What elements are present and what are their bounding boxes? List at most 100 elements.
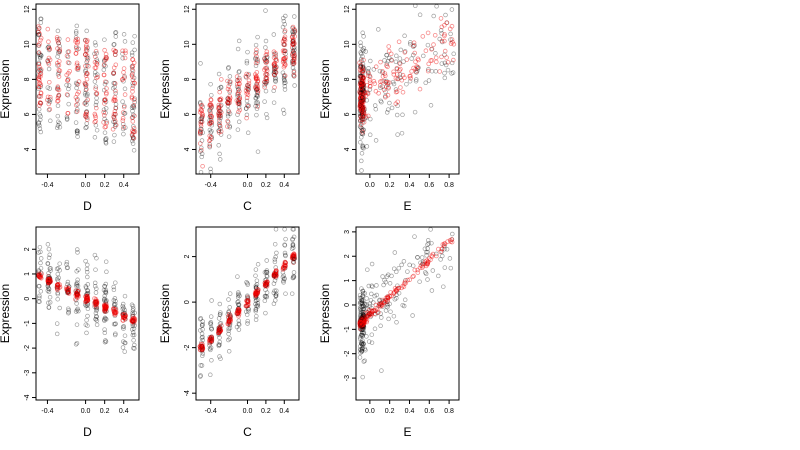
- observed-point: [74, 307, 80, 313]
- observed-point: [273, 275, 279, 280]
- fitted-point: [199, 147, 204, 153]
- observed-point: [244, 112, 250, 118]
- observed-point: [397, 60, 402, 66]
- fitted-point: [357, 326, 363, 332]
- observed-point: [283, 260, 288, 265]
- fitted-point: [200, 113, 205, 119]
- observed-point: [199, 119, 205, 124]
- observed-point: [65, 54, 71, 60]
- observed-point: [226, 318, 232, 323]
- observed-point: [264, 55, 270, 61]
- observed-point: [379, 368, 384, 373]
- observed-point: [360, 120, 365, 125]
- observed-point: [130, 321, 135, 327]
- observed-point: [82, 91, 88, 96]
- fitted-point: [55, 282, 60, 288]
- observed-point: [217, 157, 223, 162]
- fitted-point: [392, 285, 398, 291]
- fitted-point: [226, 97, 232, 103]
- fitted-point: [130, 57, 135, 62]
- fitted-point: [360, 98, 366, 104]
- observed-point: [216, 71, 222, 77]
- observed-point: [236, 38, 242, 44]
- fitted-point: [48, 279, 53, 285]
- observed-point: [37, 283, 42, 289]
- observed-point: [102, 283, 107, 289]
- fitted-point: [236, 307, 242, 313]
- observed-point: [76, 267, 81, 272]
- fitted-point: [121, 315, 126, 321]
- fitted-point: [290, 255, 296, 261]
- fitted-point: [47, 278, 53, 283]
- fitted-point: [359, 94, 364, 99]
- observed-point: [385, 58, 391, 64]
- observed-point: [420, 261, 425, 267]
- observed-point: [282, 227, 287, 232]
- fitted-point: [412, 267, 418, 273]
- fitted-point: [85, 71, 90, 77]
- observed-point: [73, 109, 79, 115]
- fitted-point: [37, 100, 43, 106]
- fitted-point: [236, 91, 241, 97]
- observed-point: [225, 111, 231, 117]
- fitted-point: [379, 302, 385, 308]
- fitted-point: [129, 115, 135, 121]
- observed-point: [45, 276, 51, 281]
- observed-point: [64, 259, 70, 265]
- fitted-point: [289, 255, 295, 261]
- observed-point: [360, 61, 366, 67]
- observed-point: [46, 107, 52, 113]
- observed-point: [73, 30, 79, 36]
- fitted-point: [104, 304, 109, 310]
- fitted-point: [246, 81, 252, 86]
- fitted-point: [85, 297, 90, 303]
- observed-point: [66, 60, 72, 66]
- observed-point: [380, 274, 385, 279]
- observed-point: [207, 114, 213, 120]
- observed-point: [217, 97, 223, 103]
- fitted-point: [37, 274, 43, 280]
- observed-point: [360, 315, 365, 320]
- observed-point: [74, 282, 80, 288]
- observed-point: [245, 281, 250, 286]
- fitted-point: [281, 265, 287, 271]
- fitted-point: [357, 322, 363, 327]
- fitted-point: [104, 120, 109, 126]
- fitted-point: [227, 100, 232, 105]
- observed-point: [217, 123, 223, 128]
- fitted-point: [271, 62, 277, 67]
- observed-point: [263, 75, 269, 80]
- fitted-point: [130, 68, 136, 74]
- fitted-point: [76, 293, 81, 299]
- observed-point: [112, 132, 117, 138]
- fitted-point: [37, 31, 43, 37]
- fitted-point: [93, 296, 99, 302]
- observed-point: [36, 121, 41, 126]
- observed-point: [264, 58, 269, 63]
- fitted-point: [411, 273, 416, 279]
- observed-point: [36, 43, 42, 48]
- observed-point: [282, 22, 287, 27]
- fitted-point: [383, 80, 389, 85]
- observed-point: [38, 52, 43, 57]
- observed-point: [36, 299, 41, 304]
- fitted-point: [207, 121, 212, 126]
- observed-point: [359, 315, 364, 321]
- observed-point: [365, 68, 371, 74]
- fitted-point: [363, 317, 368, 323]
- fitted-point: [290, 37, 296, 42]
- observed-point: [359, 168, 364, 173]
- observed-point: [103, 136, 109, 141]
- fitted-point: [361, 112, 367, 118]
- fitted-point: [273, 273, 279, 279]
- fitted-point: [243, 88, 249, 93]
- fitted-point: [45, 94, 51, 100]
- observed-point: [101, 63, 107, 68]
- observed-point: [123, 340, 128, 346]
- x-tick-label: -0.4: [205, 408, 217, 415]
- observed-point: [46, 304, 52, 310]
- observed-point: [280, 24, 286, 30]
- observed-point: [361, 330, 366, 336]
- fitted-point: [255, 289, 261, 295]
